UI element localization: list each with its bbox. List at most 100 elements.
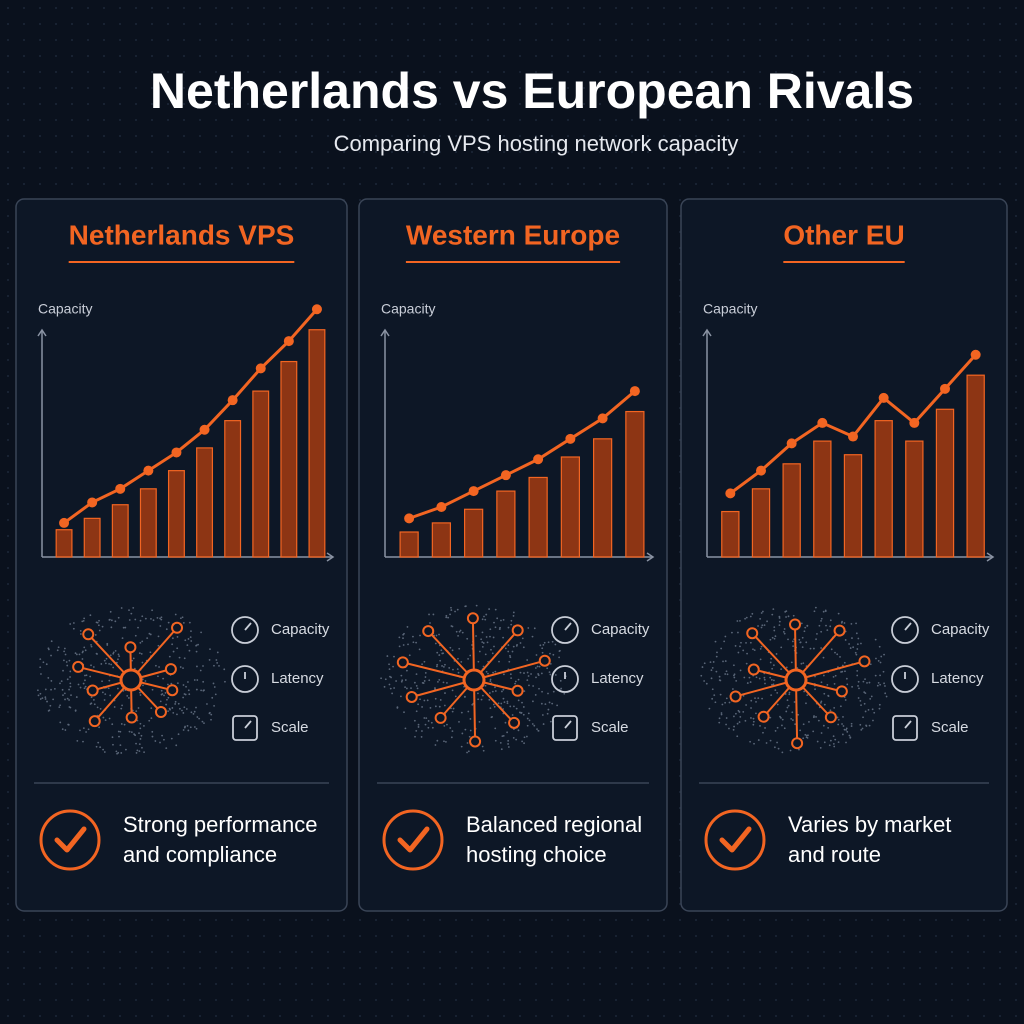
map-dot (504, 721, 507, 724)
map-dot (449, 646, 452, 649)
map-dot (467, 657, 470, 660)
bar (935, 408, 955, 558)
map-dot (803, 690, 806, 693)
map-dot (522, 713, 525, 716)
map-dot (113, 706, 116, 708)
map-dot (426, 699, 429, 702)
map-dot (208, 659, 211, 661)
map-dot (825, 624, 827, 627)
map-dot (771, 613, 774, 616)
map-dot (751, 612, 754, 615)
map-dot (869, 697, 872, 700)
map-dot (100, 663, 103, 665)
map-dot (108, 679, 111, 682)
map-dot (864, 710, 867, 713)
map-dot (431, 726, 434, 729)
map-dot (185, 708, 188, 710)
map-dot (203, 689, 205, 692)
map-dot (817, 719, 820, 722)
map-dot (494, 626, 497, 629)
map-dot (500, 702, 503, 705)
map-dot (132, 607, 135, 609)
map-dot (488, 692, 491, 694)
map-dot (855, 632, 858, 635)
map-dot (461, 631, 464, 634)
map-dot (535, 654, 538, 656)
map-dot (492, 671, 494, 674)
map-dot (451, 730, 454, 732)
map-dot (877, 659, 880, 662)
map-dot (398, 645, 401, 648)
map-dot (548, 671, 551, 674)
map-dot (216, 651, 219, 654)
map-dot (151, 735, 154, 738)
map-dot (733, 725, 735, 728)
map-dot (746, 652, 748, 655)
map-dot (417, 723, 420, 726)
map-dot (870, 695, 873, 698)
map-dot (404, 679, 407, 681)
map-dot (139, 722, 142, 725)
summary-text: Balanced regional (466, 812, 642, 837)
line-point (255, 363, 266, 374)
map-dot (502, 618, 505, 621)
network-node (164, 663, 177, 676)
bar (83, 517, 101, 558)
network-link (130, 627, 178, 681)
map-dot (701, 666, 704, 668)
map-dot (168, 707, 171, 710)
map-dot (713, 694, 716, 697)
map-dot (710, 677, 713, 680)
map-dot (845, 677, 848, 680)
map-dot (395, 680, 397, 682)
map-dot (480, 638, 483, 641)
line-point (468, 486, 479, 497)
map-dot (736, 620, 739, 622)
map-dot (862, 716, 864, 719)
map-dot (423, 660, 426, 663)
map-dot (725, 723, 727, 726)
map-dot (150, 717, 153, 719)
map-dot (519, 671, 522, 674)
map-dot (503, 673, 505, 676)
map-dot (390, 676, 392, 679)
map-dot (769, 716, 772, 719)
map-dot (855, 622, 857, 625)
map-dot (197, 643, 199, 646)
check-circle (382, 809, 444, 871)
map-dot (53, 687, 56, 690)
bar (496, 490, 516, 558)
network-node (789, 618, 802, 631)
map-dot (176, 647, 179, 650)
network-node (72, 660, 85, 673)
map-dot (156, 616, 159, 619)
map-dot (863, 702, 866, 705)
map-dot (501, 735, 504, 737)
map-dot (154, 740, 157, 742)
map-dot (167, 621, 170, 624)
map-dot (789, 749, 792, 752)
map-dot (813, 610, 816, 613)
map-dot (771, 636, 774, 639)
map-dot (444, 692, 446, 694)
map-dot (801, 636, 804, 639)
map-dot (218, 665, 220, 667)
map-dot (879, 674, 881, 677)
map-dot (760, 626, 763, 629)
map-dot (119, 730, 122, 733)
line-point (565, 433, 576, 444)
map-dot (739, 669, 742, 672)
map-dot (764, 727, 766, 729)
map-dot (861, 727, 864, 730)
network-node (511, 624, 524, 637)
map-dot (175, 744, 178, 747)
map-dot (163, 738, 165, 741)
y-axis-arrow (37, 328, 47, 337)
map-dot (535, 676, 537, 679)
bar (196, 447, 214, 558)
map-dot (856, 669, 859, 672)
map-dot (718, 679, 721, 682)
map-dot (827, 694, 830, 697)
map-dot (148, 719, 151, 722)
map-dot (61, 688, 64, 691)
